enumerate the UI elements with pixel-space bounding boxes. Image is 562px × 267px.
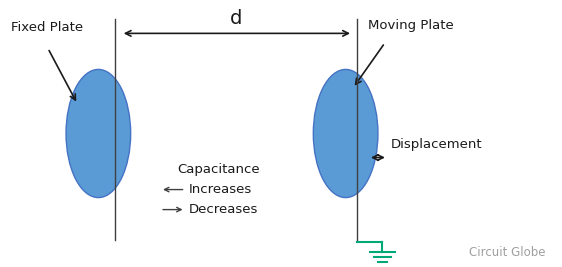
Text: Moving Plate: Moving Plate <box>368 19 454 32</box>
Text: Capacitance: Capacitance <box>177 163 260 176</box>
Ellipse shape <box>314 69 378 198</box>
Text: Circuit Globe: Circuit Globe <box>469 246 545 259</box>
Text: Displacement: Displacement <box>391 138 482 151</box>
Text: Fixed Plate: Fixed Plate <box>11 21 83 34</box>
Text: Increases: Increases <box>188 183 252 196</box>
Text: Decreases: Decreases <box>188 203 257 216</box>
Text: d: d <box>230 9 242 28</box>
Ellipse shape <box>66 69 130 198</box>
